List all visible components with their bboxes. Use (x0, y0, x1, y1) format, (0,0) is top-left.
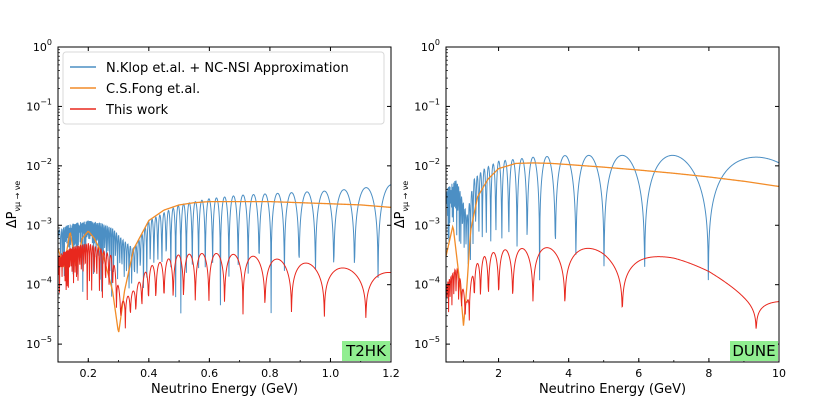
plot-area (58, 184, 391, 333)
y-tick-label: 10−5 (26, 335, 52, 351)
legend: N.Klop et.al. + NC-NSI Approximation C.S.… (62, 51, 385, 125)
x-tick-label: 1.2 (382, 367, 400, 380)
y-tick-label: 10−5 (414, 335, 440, 351)
legend-label: C.S.Fong et.al. (106, 82, 200, 97)
x-axis-label: Neutrino Energy (GeV) (539, 382, 686, 397)
right-panel: 2 4 6 8 10 10−5 10−4 10−3 10−2 10−1 100 Neutrino En… (393, 38, 786, 397)
y-tick-label: 10−2 (414, 157, 440, 173)
y-tick-label: 10−1 (26, 97, 52, 113)
x-tick-label: 0.2 (80, 367, 98, 380)
y-tick-label: 10−3 (26, 216, 52, 232)
y-tick-label: 10−4 (414, 276, 440, 292)
x-tick-label: 6 (635, 367, 642, 380)
badge-label: T2HK (345, 342, 387, 360)
series-line-klop (446, 154, 779, 281)
x-tick-label: 0.8 (261, 367, 279, 380)
left-panel: 0.2 0.4 0.6 0.8 1.0 1.2 10−5 10−4 10−3 10−2 10−1 10… (5, 38, 400, 397)
x-tick-label: 2 (495, 367, 502, 380)
y-tick-label: 100 (33, 38, 52, 54)
series-line-fong (446, 162, 779, 326)
experiment-badge: T2HK (342, 341, 390, 361)
axes-frame (57, 46, 392, 363)
x-tick-label: 8 (705, 367, 712, 380)
series-line-fong (58, 200, 391, 333)
x-axis-label: Neutrino Energy (GeV) (151, 382, 298, 397)
axes-frame (445, 46, 780, 363)
x-tick-label: 0.6 (201, 367, 219, 380)
experiment-badge: DUNE (730, 341, 778, 361)
x-tick-label: 4 (565, 367, 572, 380)
y-tick-label: 10−3 (414, 216, 440, 232)
y-tick-label: 100 (421, 38, 440, 54)
y-axis-label: ΔPνμ → νe (393, 181, 410, 229)
x-tick-label: 1.0 (322, 367, 340, 380)
legend-label: N.Klop et.al. + NC-NSI Approximation (106, 61, 349, 76)
series-line-this-work (58, 243, 391, 329)
y-tick-label: 10−2 (26, 157, 52, 173)
y-axis-label: ΔPνμ → νe (5, 181, 22, 229)
badge-label: DUNE (732, 342, 775, 360)
y-tick-label: 10−1 (414, 97, 440, 113)
x-tick-label: 0.4 (140, 367, 158, 380)
series-line-this-work (446, 247, 779, 329)
y-tick-label: 10−4 (26, 276, 52, 292)
plot-area (446, 154, 779, 329)
x-tick-label: 10 (772, 367, 786, 380)
legend-label: This work (105, 103, 169, 118)
